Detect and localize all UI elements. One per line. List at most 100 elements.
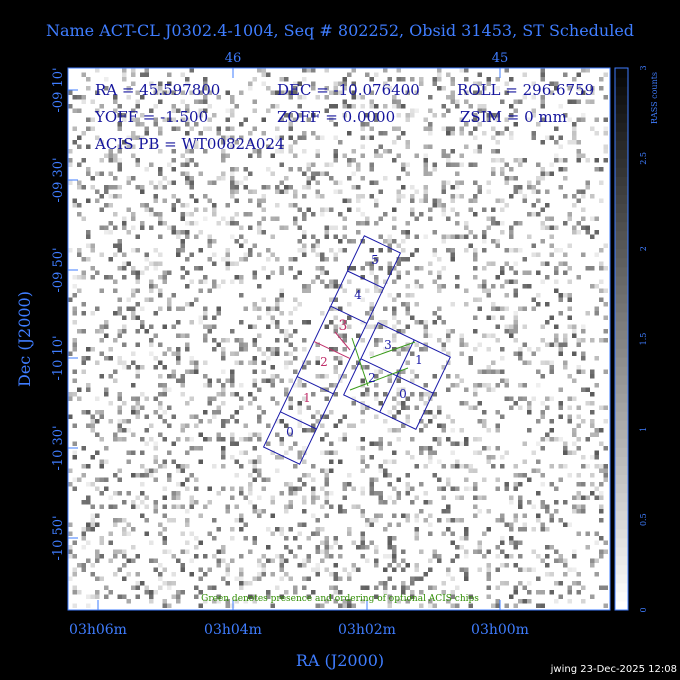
sky-pixel [522,284,527,289]
sky-pixel [378,266,383,271]
sky-pixel [131,81,136,86]
sky-pixel [153,509,158,514]
sky-pixel [500,284,505,289]
sky-pixel [437,288,442,293]
sky-pixel [423,464,428,469]
sky-pixel [576,198,581,203]
sky-pixel [419,266,424,271]
sky-pixel [72,572,77,577]
sky-pixel [158,306,163,311]
colorbar-step [615,86,628,96]
sky-pixel [194,545,199,550]
sky-pixel [257,558,262,563]
sky-pixel [158,261,163,266]
sky-pixel [320,450,325,455]
sky-pixel [99,329,104,334]
sky-pixel [126,531,131,536]
sky-pixel [338,576,343,581]
sky-pixel [356,504,361,509]
sky-pixel [477,540,482,545]
sky-pixel [567,315,572,320]
sky-pixel [419,392,424,397]
sky-pixel [153,261,158,266]
sky-pixel [81,473,86,478]
sky-pixel [473,113,478,118]
sky-pixel [329,176,334,181]
sky-pixel [198,108,203,113]
sky-pixel [95,419,100,424]
sky-pixel [194,477,199,482]
sky-pixel [239,90,244,95]
colorbar-step [615,357,628,367]
sky-pixel [423,392,428,397]
sky-pixel [576,437,581,442]
sky-pixel [221,419,226,424]
sky-pixel [275,585,280,590]
sky-pixel [482,131,487,136]
sky-pixel [405,585,410,590]
sky-pixel [275,401,280,406]
sky-pixel [122,140,127,145]
sky-pixel [248,401,253,406]
sky-pixel [113,518,118,523]
sky-pixel [482,531,487,536]
sky-pixel [513,293,518,298]
sky-pixel [270,603,275,608]
sky-pixel [108,153,113,158]
sky-pixel [203,279,208,284]
sky-pixel [581,113,586,118]
sky-pixel [324,473,329,478]
sky-pixel [450,594,455,599]
sky-pixel [72,477,77,482]
sky-pixel [207,90,212,95]
sky-pixel [531,243,536,248]
sky-pixel [135,396,140,401]
sky-pixel [491,464,496,469]
sky-pixel [140,122,145,127]
sky-pixel [518,599,523,604]
sky-pixel [594,284,599,289]
sky-pixel [81,311,86,316]
sky-pixel [257,198,262,203]
sky-pixel [144,72,149,77]
sky-pixel [450,149,455,154]
sky-pixel [554,266,559,271]
sky-pixel [279,293,284,298]
sky-pixel [495,486,500,491]
sky-pixel [72,126,77,131]
sky-pixel [95,432,100,437]
sky-pixel [302,563,307,568]
sky-pixel [450,428,455,433]
sky-pixel [266,594,271,599]
sky-pixel [482,239,487,244]
sky-pixel [581,216,586,221]
sky-pixel [261,563,266,568]
sky-pixel [347,176,352,181]
sky-pixel [455,180,460,185]
sky-pixel [572,441,577,446]
colorbar-tick-label: 3 [639,65,648,70]
sky-pixel [410,194,415,199]
sky-pixel [270,252,275,257]
sky-pixel [257,333,262,338]
sky-pixel [405,284,410,289]
sky-pixel [581,464,586,469]
sky-pixel [495,518,500,523]
sky-pixel [99,104,104,109]
sky-pixel [378,464,383,469]
sky-pixel [198,90,203,95]
colorbar-label: RASS counts [650,72,659,124]
sky-pixel [423,171,428,176]
sky-pixel [365,405,370,410]
sky-pixel [135,117,140,122]
sky-pixel [401,185,406,190]
sky-pixel [194,207,199,212]
sky-pixel [504,81,509,86]
sky-pixel [540,504,545,509]
sky-pixel [365,311,370,316]
chip-labels: 0 1 2 3 4 5 0 1 2 3 [286,253,423,439]
sky-pixel [270,513,275,518]
sky-pixel [338,554,343,559]
sky-pixel [167,225,172,230]
sky-pixel [572,99,577,104]
